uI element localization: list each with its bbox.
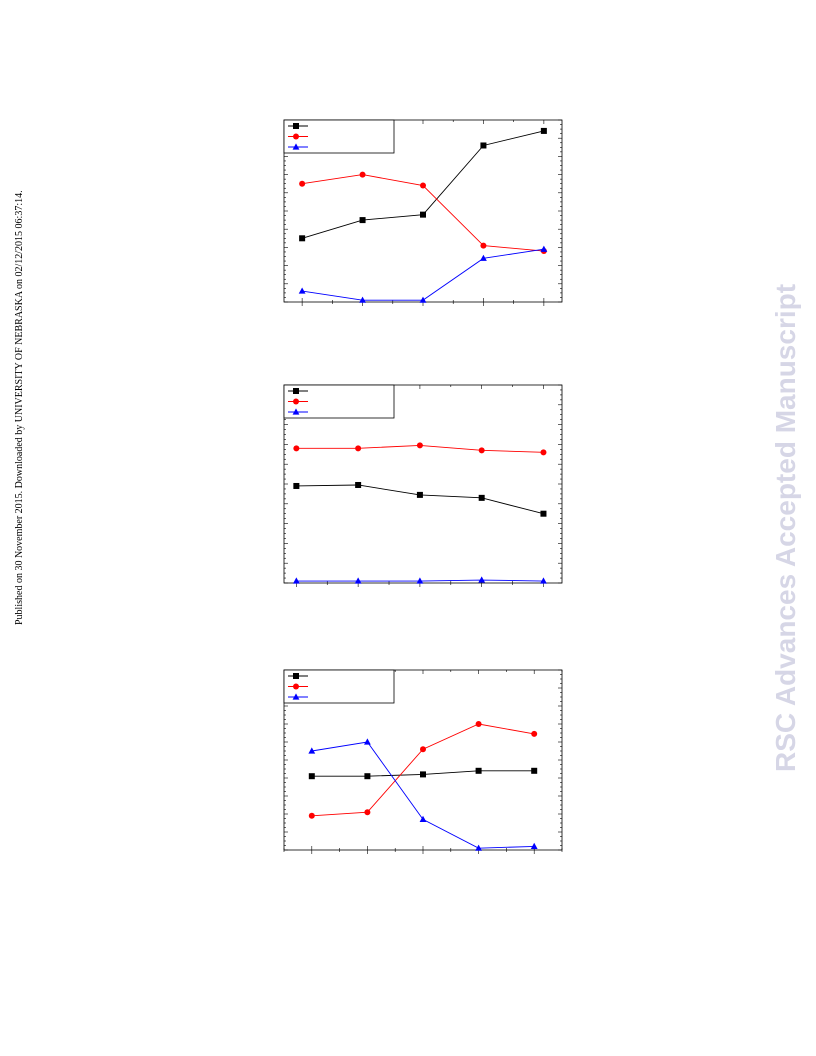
series-circle — [308, 721, 538, 819]
legend-marker-square — [293, 123, 299, 129]
data-point-triangle-3 — [419, 815, 427, 822]
series-line-circle — [311, 723, 535, 817]
data-point-triangle-4 — [475, 844, 482, 851]
data-point-square-3 — [416, 491, 423, 498]
series-square — [293, 481, 547, 517]
data-point-circle-2 — [355, 445, 362, 452]
data-point-square-1 — [293, 482, 300, 489]
data-point-circle-1 — [299, 180, 306, 187]
data-point-square-1 — [299, 235, 306, 242]
line-chart-top — [283, 119, 563, 306]
data-point-triangle-2 — [364, 738, 371, 745]
series-line-square — [296, 484, 544, 515]
data-point-square-5 — [540, 510, 547, 517]
legend — [283, 669, 395, 704]
data-point-square-5 — [531, 767, 538, 774]
data-point-square-2 — [359, 217, 366, 224]
data-point-triangle-2 — [354, 577, 362, 584]
data-point-triangle-1 — [308, 747, 316, 754]
data-point-circle-4 — [478, 447, 485, 454]
series-triangle — [298, 245, 548, 303]
legend — [283, 384, 395, 419]
legend-marker-square — [293, 388, 299, 394]
data-point-circle-4 — [480, 242, 487, 249]
data-point-triangle-4 — [478, 576, 486, 583]
data-point-square-2 — [355, 481, 362, 488]
data-point-triangle-5 — [540, 245, 548, 252]
data-point-square-4 — [475, 767, 482, 774]
data-point-triangle-1 — [298, 287, 306, 294]
y-axis-ticks — [284, 119, 562, 303]
series-triangle — [292, 576, 547, 584]
line-chart-bottom — [283, 669, 563, 854]
data-point-triangle-5 — [540, 577, 547, 584]
series-triangle — [308, 738, 538, 851]
data-point-circle-5 — [540, 449, 547, 456]
data-point-circle-3 — [420, 746, 426, 753]
line-chart-middle — [283, 384, 563, 587]
legend-marker-circle — [293, 133, 299, 140]
data-point-triangle-2 — [359, 296, 366, 303]
data-point-square-3 — [420, 771, 426, 778]
data-point-circle-4 — [475, 721, 482, 727]
data-point-triangle-3 — [416, 577, 424, 584]
legend-marker-circle — [293, 398, 299, 405]
data-point-triangle-5 — [530, 842, 538, 849]
legend-marker-triangle — [292, 143, 300, 150]
data-point-triangle-3 — [419, 296, 427, 303]
data-point-square-4 — [478, 494, 485, 501]
data-point-square-2 — [364, 773, 371, 780]
data-point-circle-2 — [364, 809, 371, 816]
series-square — [308, 767, 538, 780]
data-point-circle-2 — [359, 171, 366, 178]
legend-marker-triangle — [292, 693, 300, 700]
data-point-circle-3 — [416, 442, 423, 449]
legend — [283, 119, 395, 154]
data-point-circle-1 — [293, 445, 300, 452]
series-circle — [293, 442, 547, 456]
data-point-square-5 — [540, 127, 547, 134]
legend-marker-triangle — [292, 408, 300, 415]
data-point-triangle-4 — [480, 254, 487, 261]
legend-marker-circle — [293, 683, 299, 690]
series-line-triangle — [311, 741, 535, 849]
data-point-square-1 — [308, 773, 315, 780]
data-point-circle-3 — [420, 182, 426, 189]
data-point-square-3 — [420, 211, 426, 218]
series-line-triangle — [302, 248, 544, 301]
series-square — [299, 127, 547, 242]
data-point-circle-1 — [308, 812, 315, 819]
publication-note: Published on 30 November 2015. Downloade… — [14, 190, 25, 625]
data-point-square-4 — [480, 142, 487, 149]
data-point-circle-5 — [531, 730, 538, 737]
data-point-triangle-1 — [292, 577, 300, 584]
watermark-text: RSC Advances Accepted Manuscript — [770, 283, 801, 772]
legend-marker-square — [293, 673, 299, 679]
